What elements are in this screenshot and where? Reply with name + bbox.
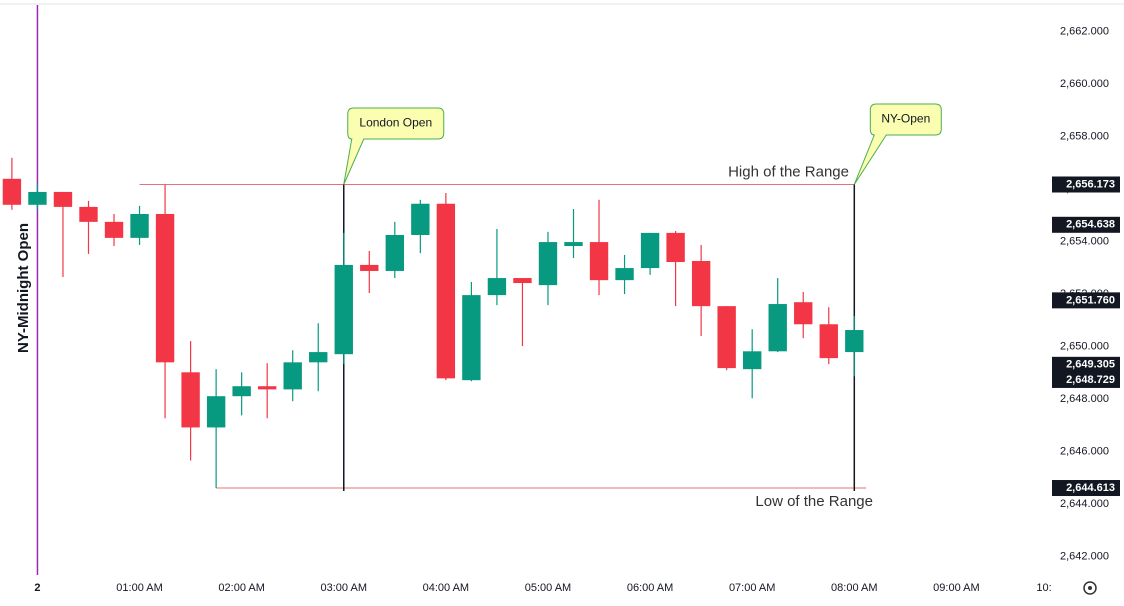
candle-body <box>206 396 226 428</box>
candle-body <box>768 304 787 352</box>
y-tick-label: 2,650.000 <box>1060 340 1109 352</box>
x-tick-label: 08:00 AM <box>831 582 877 594</box>
x-tick-label: 01:00 AM <box>116 582 162 594</box>
y-tick-label: 2,646.000 <box>1060 446 1109 458</box>
price-tag-label: 2,648.729 <box>1066 374 1115 386</box>
price-tag <box>1052 292 1120 309</box>
candle-body <box>334 264 353 355</box>
y-tick-label: 2,644.000 <box>1060 498 1109 510</box>
x-tick-label: 09:00 AM <box>933 582 979 594</box>
candle-body <box>309 352 328 363</box>
price-tag <box>1052 216 1120 233</box>
candle-body <box>28 191 47 205</box>
candle-body <box>564 242 583 247</box>
candle-body <box>232 386 251 397</box>
candle-body <box>640 232 660 269</box>
y-tick-label: 2,658.000 <box>1060 130 1109 142</box>
candle-body <box>79 206 98 222</box>
candle-body <box>181 372 200 428</box>
range-label: Low of the Range <box>755 493 873 510</box>
candle-body <box>589 242 609 281</box>
y-tick-label: 2,654.000 <box>1060 235 1109 247</box>
price-tag-label: 2,651.760 <box>1066 294 1115 306</box>
candle-body <box>257 386 277 390</box>
x-tick-label: 02:00 AM <box>218 582 264 594</box>
candle-body <box>411 203 430 235</box>
x-tick-label: 07:00 AM <box>729 582 775 594</box>
candle-body <box>283 362 302 390</box>
candle-body <box>691 260 711 307</box>
x-tick-label: 03:00 AM <box>321 582 367 594</box>
y-tick-label: 2,660.000 <box>1060 78 1109 90</box>
candle-body <box>462 295 481 381</box>
y-tick-label: 2,642.000 <box>1060 551 1109 563</box>
y-tick-label: 2,648.000 <box>1060 393 1109 405</box>
price-tag <box>1052 356 1120 373</box>
midnight-label: NY-Midnight Open <box>15 223 32 353</box>
candle-body <box>615 268 634 281</box>
price-tag-label: 2,649.305 <box>1066 359 1115 371</box>
x-tick-label: 10: <box>1036 582 1051 594</box>
candle-body <box>360 264 379 271</box>
x-tick-label: 04:00 AM <box>423 582 469 594</box>
y-tick-label: 2,662.000 <box>1060 25 1109 37</box>
axis-area: 2 01:00 AM 02:00 AM 03:00 AM 04:00 AM 05:00 A… <box>34 5 1124 594</box>
price-tag-label: 2,656.173 <box>1066 178 1115 190</box>
candle-body <box>155 213 175 363</box>
settings-icon[interactable] <box>1083 581 1097 595</box>
x-tick-label: 2 <box>34 582 40 594</box>
candle-body <box>538 242 558 286</box>
price-tag <box>1052 371 1120 388</box>
price-tag-label: 2,644.613 <box>1066 482 1115 494</box>
candle-body <box>794 302 813 325</box>
callout-bubble <box>853 103 942 185</box>
candle-body <box>845 330 864 353</box>
price-tag <box>1052 176 1120 193</box>
candle-body <box>513 278 532 284</box>
candle-body <box>385 234 405 271</box>
candle-body <box>742 351 762 370</box>
x-tick-label: 05:00 AM <box>525 582 571 594</box>
x-tick-label: 06:00 AM <box>627 582 673 594</box>
callout-label: NY-Open <box>881 112 930 126</box>
price-axis-bg <box>1050 5 1124 575</box>
callout-bubble <box>343 107 445 185</box>
settings-ring <box>1083 581 1097 595</box>
candle-body <box>2 178 22 205</box>
price-tag-label: 2,654.638 <box>1066 219 1115 231</box>
candle-body <box>53 191 73 207</box>
plot-area: NY-Midnight Open High of the Range Low of … <box>2 5 942 575</box>
candle-body <box>666 232 685 263</box>
candle-body <box>487 278 507 296</box>
callout-label: London Open <box>359 116 432 130</box>
candle-body <box>104 221 124 238</box>
price-tag <box>1052 480 1120 497</box>
candle-body <box>819 324 838 359</box>
settings-dot <box>1088 586 1092 590</box>
candle-body <box>717 306 736 369</box>
candle-body <box>130 213 149 238</box>
range-label: High of the Range <box>728 163 849 180</box>
candle-body <box>436 203 456 379</box>
